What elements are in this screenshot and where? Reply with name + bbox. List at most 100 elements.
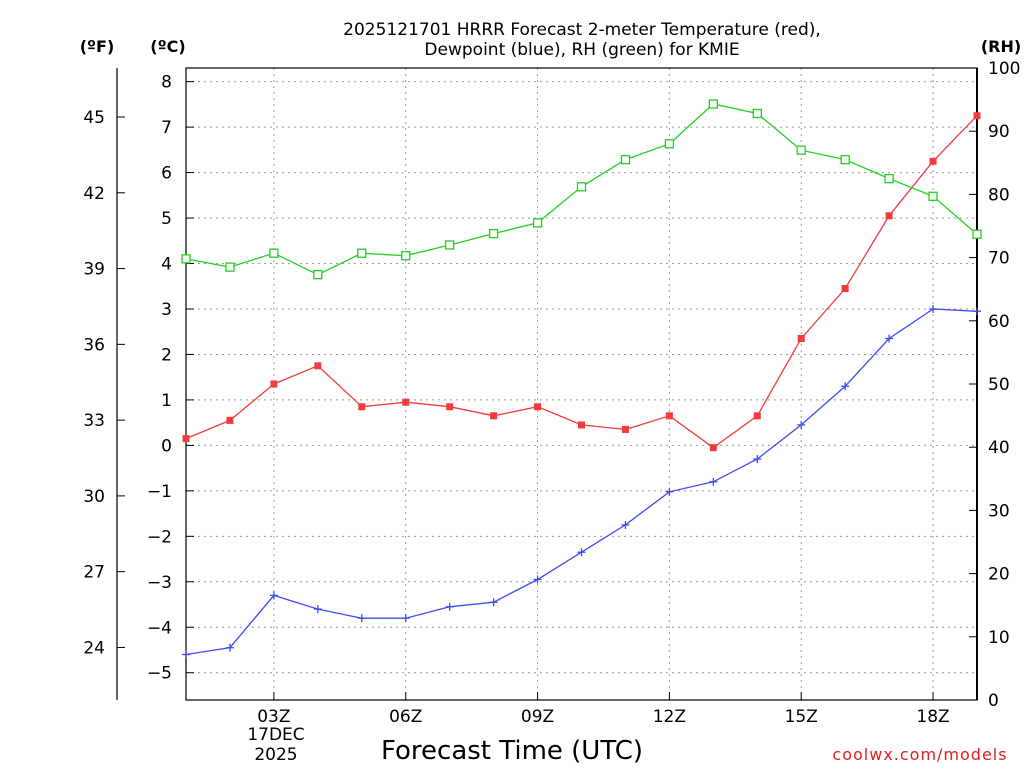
dewpoint-point [753,455,762,464]
temperature-point [314,362,322,370]
fahrenheit-tick-label: 42 [83,184,105,204]
rh-point [181,254,191,264]
rh-tick-label: 70 [988,249,1010,269]
fahrenheit-tick-label: 27 [83,563,105,583]
temperature-point [885,212,893,220]
celsius-tick-label: 7 [161,118,172,138]
temperature-point [490,412,498,420]
fahrenheit-tick-label: 24 [83,638,105,658]
fahrenheit-tick-label: 45 [83,108,105,128]
temperature-point [534,403,542,411]
celsius-unit-label: (ºC) [150,37,185,56]
rh-tick-label: 100 [988,59,1020,79]
credit-text: coolwx.com/models [832,745,1007,764]
x-tick-label: 09Z [521,707,554,727]
temperature-point [358,403,366,411]
rh-tick-label: 60 [988,312,1010,332]
dewpoint-point [665,487,674,496]
x-axis-title: Forecast Time (UTC) [381,736,643,766]
rh-point [532,218,543,228]
dewpoint-point [973,307,981,316]
temperature-point [665,412,673,420]
rh-point [488,228,499,239]
rh-unit-label: (RH) [981,37,1021,56]
rh-point [708,99,718,109]
rh-point [752,108,762,119]
date-label-day: 17DEC [247,725,304,745]
x-tick-label: 15Z [785,707,818,727]
chart-title: 2025121701 HRRR Forecast 2-meter Tempera… [343,20,821,40]
temperature-point [621,425,629,433]
rh-point [225,262,235,272]
dewpoint-point [357,614,366,623]
celsius-tick-label: −5 [147,664,172,684]
x-tick-label: 06Z [389,707,422,727]
celsius-tick-label: −3 [147,573,172,593]
temperature-point [797,335,805,343]
dewpoint-point [269,591,278,600]
dewpoint-point [841,382,850,391]
rh-tick-label: 80 [988,185,1010,205]
dewpoint-line [185,308,978,656]
x-tick-label: 12Z [653,707,686,727]
rh-tick-label: 20 [988,565,1010,585]
dewpoint-point [533,575,542,584]
celsius-tick-label: −4 [147,618,172,638]
data-series [181,99,982,659]
dewpoint-point [489,598,498,607]
dewpoint-point [929,304,938,313]
temperature-point [182,435,190,443]
rh-tick-label: 0 [988,691,999,711]
rh-point [576,182,587,192]
fahrenheit-tick-label: 33 [83,411,105,431]
x-tick-label: 18Z [916,707,949,727]
celsius-tick-label: 0 [161,436,172,456]
rh-point [664,139,675,149]
celsius-tick-label: 6 [161,164,172,184]
celsius-tick-label: 5 [161,209,172,229]
rh-point [401,251,411,261]
temperature-point [226,416,234,424]
axes: −5−4−3−2−1012345678242730333639424501020… [83,59,1020,727]
chart-subtitle: Dewpoint (blue), RH (green) for KMIE [424,40,739,60]
series-rh [181,99,982,280]
celsius-tick-label: 2 [161,345,172,365]
series-temperature [182,112,981,452]
celsius-tick-label: 1 [161,391,172,411]
rh-point [620,154,631,165]
temperature-point [753,412,761,420]
celsius-tick-label: −1 [147,482,172,502]
rh-point [972,229,982,239]
dewpoint-point [621,520,630,529]
date-label-year: 2025 [254,745,297,765]
rh-point [445,240,455,250]
rh-point [313,270,323,280]
rh-point [840,154,850,165]
dewpoint-point [225,643,234,652]
fahrenheit-tick-label: 36 [83,335,105,355]
rh-point [269,248,279,258]
temperature-point [929,157,937,165]
dewpoint-point [445,602,454,611]
fahrenheit-unit-label: (ºF) [80,37,115,56]
rh-point [796,145,806,155]
rh-tick-label: 90 [988,122,1010,142]
celsius-tick-label: 8 [161,73,172,93]
celsius-tick-label: 4 [161,255,172,275]
rh-point [928,191,938,201]
temperature-point [270,380,278,388]
temperature-point [402,398,410,406]
dewpoint-point [797,420,806,429]
temperature-point [446,403,454,411]
temperature-point [841,285,849,293]
rh-point [884,173,894,184]
rh-tick-label: 10 [988,628,1010,648]
dewpoint-point [577,548,586,557]
rh-tick-label: 30 [988,501,1010,521]
rh-tick-label: 40 [988,438,1010,458]
dewpoint-point [401,614,410,623]
dewpoint-point [709,477,718,486]
temperature-point [578,421,585,429]
series-dewpoint [182,304,981,659]
